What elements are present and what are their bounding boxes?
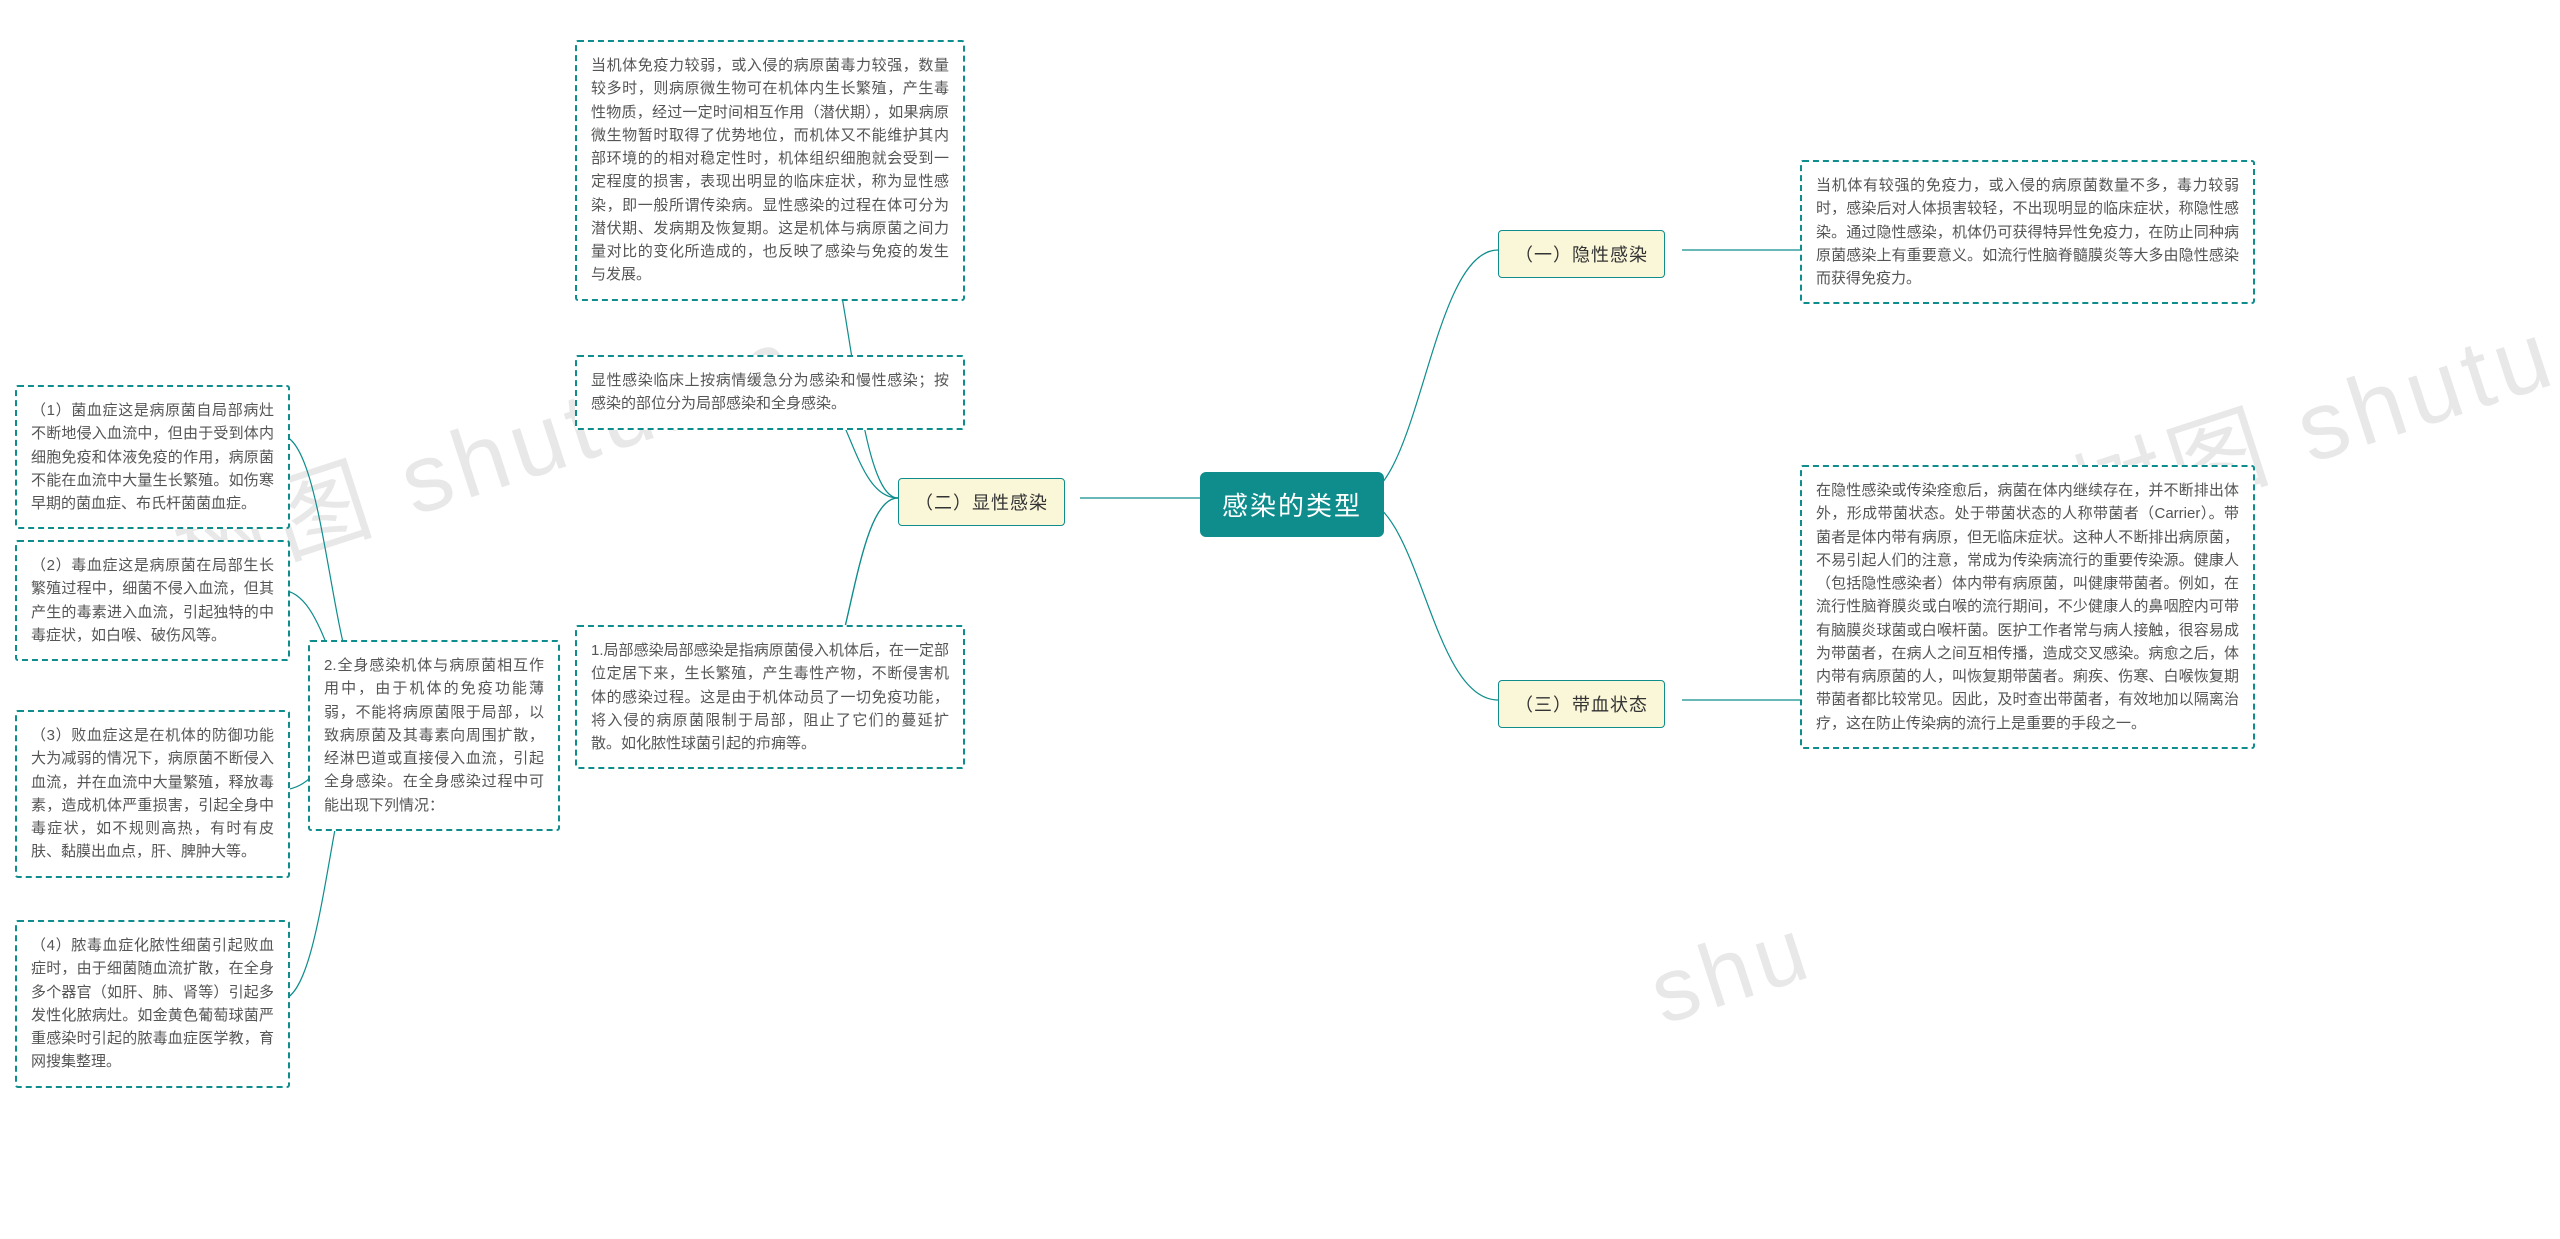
leaf-two-c1: 1.局部感染局部感染是指病原菌侵入机体后，在一定部位定居下来，生长繁殖，产生毒性… <box>575 625 965 769</box>
leaf-two-a: 当机体免疫力较弱，或入侵的病原菌毒力较强，数量较多时，则病原微生物可在机体内生长… <box>575 40 965 301</box>
leaf-one: 当机体有较强的免疫力，或入侵的病原菌数量不多，毒力较弱时，感染后对人体损害较轻，… <box>1800 160 2255 304</box>
leaf-two-c2-sub4: （4）脓毒血症化脓性细菌引起败血症时，由于细菌随血流扩散，在全身多个器官（如肝、… <box>15 920 290 1088</box>
leaf-two-b: 显性感染临床上按病情缓急分为感染和慢性感染；按感染的部位分为局部感染和全身感染。 <box>575 355 965 430</box>
leaf-two-c2: 2.全身感染机体与病原菌相互作用中，由于机体的免疫功能薄弱，不能将病原菌限于局部… <box>308 640 560 831</box>
root-node: 感染的类型 <box>1200 472 1384 537</box>
leaf-two-c2-sub1: （1）菌血症这是病原菌自局部病灶不断地侵入血流中，但由于受到体内细胞免疫和体液免… <box>15 385 290 529</box>
leaf-two-c2-sub3: （3）败血症这是在机体的防御功能大为减弱的情况下，病原菌不断侵入血流，并在血流中… <box>15 710 290 878</box>
watermark: shu <box>1638 897 1825 1045</box>
branch-two: （二）显性感染 <box>898 478 1065 526</box>
branch-three: （三）带血状态 <box>1498 680 1665 728</box>
leaf-three: 在隐性感染或传染痊愈后，病菌在体内继续存在，并不断排出体外，形成带菌状态。处于带… <box>1800 465 2255 749</box>
branch-one: （一）隐性感染 <box>1498 230 1665 278</box>
leaf-two-c2-sub2: （2）毒血症这是病原菌在局部生长繁殖过程中，细菌不侵入血流，但其产生的毒素进入血… <box>15 540 290 661</box>
